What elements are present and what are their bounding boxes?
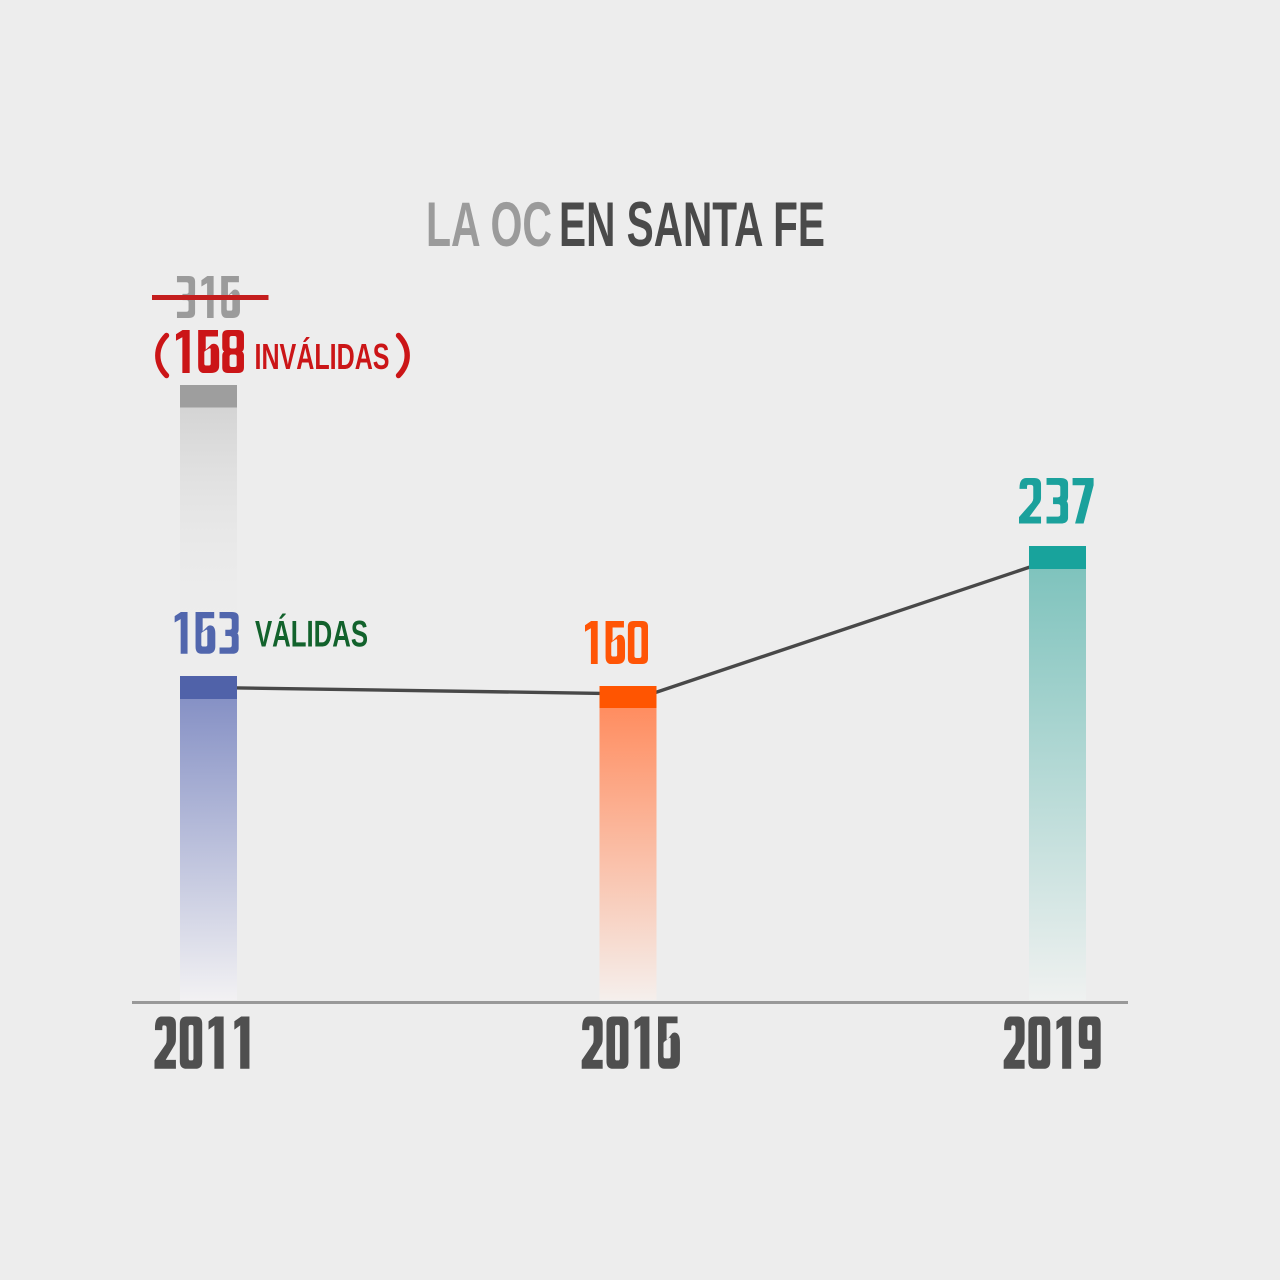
svg-text:VÁLIDAS: VÁLIDAS [255, 614, 368, 655]
svg-text:INVÁLIDAS: INVÁLIDAS [255, 336, 390, 377]
svg-text:EN SANTA FE: EN SANTA FE [559, 190, 825, 260]
svg-text:LA OC: LA OC [426, 190, 552, 260]
